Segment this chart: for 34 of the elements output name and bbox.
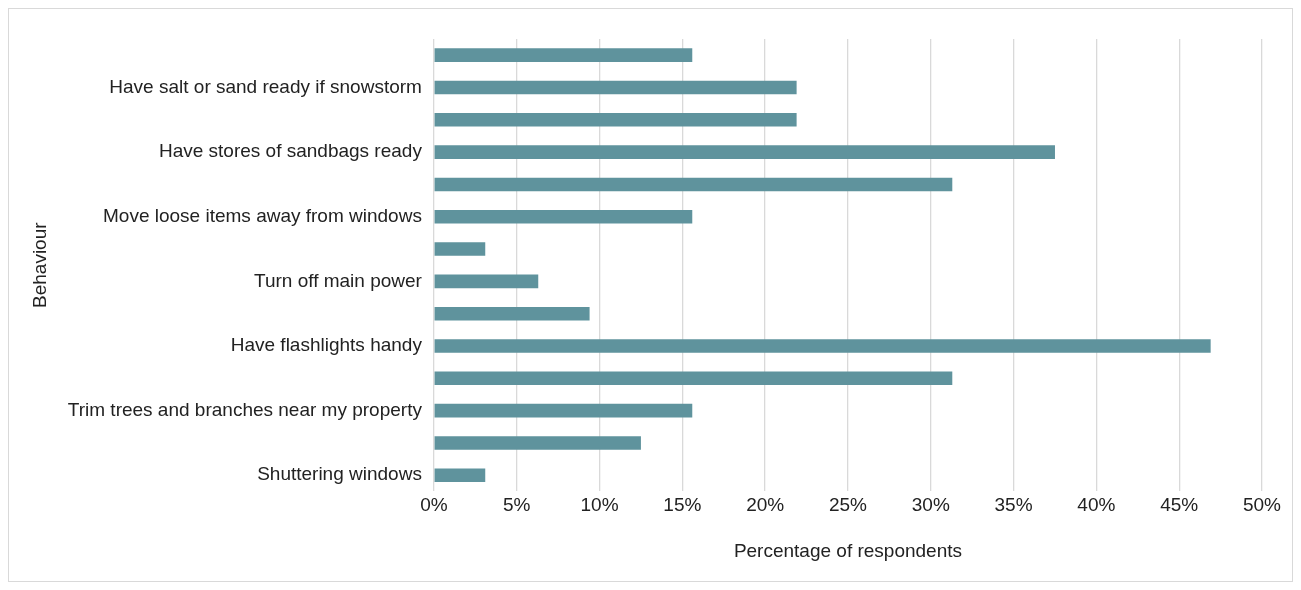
bar bbox=[434, 48, 693, 62]
y-tick-label: Turn off main power bbox=[253, 269, 423, 291]
bar bbox=[434, 177, 953, 192]
y-axis-title: Behaviour bbox=[28, 221, 50, 308]
x-tick-label: 40% bbox=[1077, 494, 1116, 516]
x-axis-title: Percentage of respondents bbox=[733, 539, 963, 561]
bar bbox=[434, 371, 953, 386]
x-tick-label: 25% bbox=[828, 494, 868, 516]
y-tick-label: Have flashlights handy bbox=[230, 334, 423, 356]
bar bbox=[434, 468, 486, 483]
bar bbox=[434, 436, 641, 450]
bar bbox=[434, 113, 797, 127]
bar bbox=[434, 274, 539, 289]
bar bbox=[434, 306, 590, 321]
x-tick-label: 0% bbox=[420, 494, 448, 516]
x-tick-label: 35% bbox=[994, 494, 1033, 516]
x-tick-label: 10% bbox=[580, 494, 619, 516]
y-tick-label: Move loose items away from windows bbox=[103, 204, 422, 226]
x-tick-label: 30% bbox=[911, 494, 950, 516]
bar bbox=[434, 339, 1211, 353]
x-tick-label: 50% bbox=[1242, 494, 1282, 516]
bar bbox=[434, 242, 486, 256]
x-tick-label: 20% bbox=[746, 494, 785, 516]
y-tick-label: Trim trees and branches near my property bbox=[67, 398, 423, 420]
bar bbox=[434, 145, 1055, 159]
y-tick-label: Have salt or sand ready if snowstorm bbox=[109, 75, 422, 97]
y-tick-label: Shuttering windows bbox=[257, 463, 422, 485]
y-tick-label: Have stores of sandbags ready bbox=[158, 140, 423, 162]
x-tick-label: 45% bbox=[1160, 494, 1199, 516]
bar bbox=[434, 80, 797, 95]
x-tick-label: 5% bbox=[502, 494, 531, 516]
bar bbox=[434, 403, 693, 418]
x-tick-label: 15% bbox=[663, 494, 702, 516]
bar bbox=[434, 209, 693, 224]
